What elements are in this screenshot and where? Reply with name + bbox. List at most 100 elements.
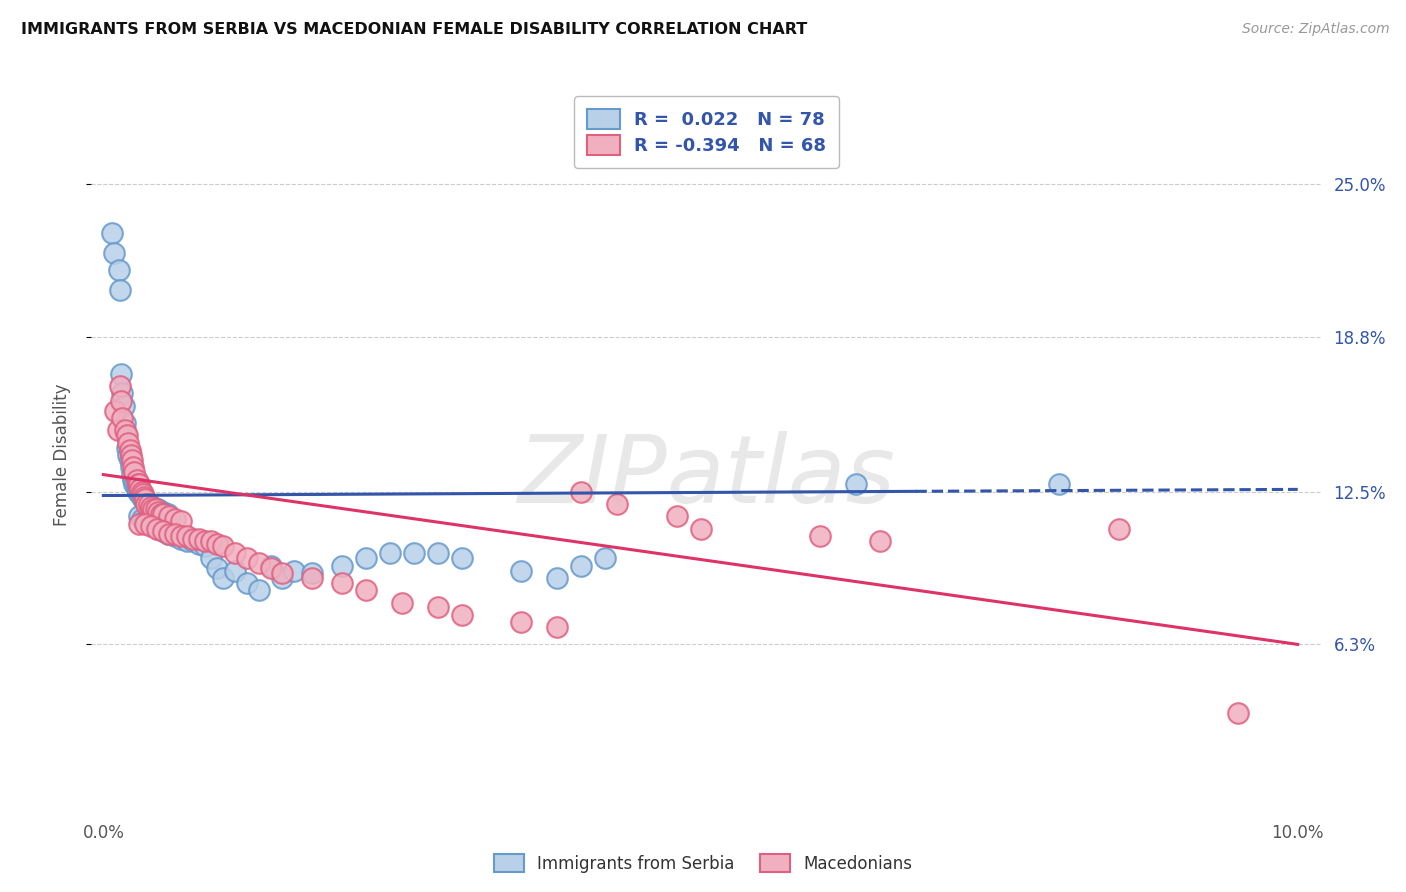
Point [157,509,180,524]
Point [148,502,170,516]
Point [118,453,141,467]
Point [103,246,125,260]
Text: Source: ZipAtlas.com: Source: ZipAtlas.com [1241,22,1389,37]
Point [122,460,145,475]
Point [142,502,165,516]
Point [200,534,222,549]
Point [426,600,449,615]
Point [211,539,233,553]
Point [170,514,193,528]
Point [149,507,172,521]
Text: ZIPatlas: ZIPatlas [517,431,896,522]
Point [124,477,146,491]
Legend: Immigrants from Serbia, Macedonians: Immigrants from Serbia, Macedonians [488,847,918,880]
Point [152,507,174,521]
Point [118,442,141,457]
Point [149,522,172,536]
Point [378,546,401,560]
Point [131,512,153,526]
Point [354,551,377,566]
Point [145,502,167,516]
Point [235,575,257,590]
Point [247,583,270,598]
Point [1047,477,1070,491]
Point [114,423,136,437]
Point [156,507,179,521]
Point [271,566,294,580]
Point [247,556,270,570]
Point [135,497,157,511]
Point [132,514,155,528]
Point [194,534,217,549]
Point [450,607,472,622]
Point [170,529,193,543]
Legend: R =  0.022   N = 78, R = -0.394   N = 68: R = 0.022 N = 78, R = -0.394 N = 68 [575,96,838,168]
Point [142,500,165,514]
Point [156,526,179,541]
Point [259,558,281,573]
Point [111,386,134,401]
Point [145,519,167,533]
Point [128,509,150,524]
Point [152,524,174,539]
Point [135,497,157,511]
Point [450,551,472,566]
Point [163,529,186,543]
Point [117,435,139,450]
Point [115,428,138,442]
Point [163,512,186,526]
Point [115,441,138,455]
Y-axis label: Female Disability: Female Disability [52,384,70,526]
Point [869,534,891,549]
Point [155,507,177,521]
Point [283,564,305,578]
Point [146,522,169,536]
Point [104,403,127,417]
Point [108,379,131,393]
Point [125,483,148,497]
Point [127,484,149,499]
Point [136,497,159,511]
Point [145,502,167,516]
Point [546,571,568,585]
Point [845,477,868,491]
Point [129,483,152,497]
Point [569,484,592,499]
Point [157,526,180,541]
Point [120,448,142,462]
Point [426,546,449,560]
Point [110,367,132,381]
Point [224,564,246,578]
Point [152,524,174,539]
Point [510,564,533,578]
Point [112,399,135,413]
Point [111,411,134,425]
Point [122,473,145,487]
Point [128,477,150,491]
Point [121,467,143,482]
Point [665,509,688,524]
Point [1108,522,1130,536]
Point [127,477,149,491]
Point [181,534,204,549]
Point [510,615,533,630]
Point [402,546,425,560]
Point [138,516,160,531]
Point [121,453,143,467]
Point [139,500,162,514]
Point [132,492,155,507]
Point [139,516,162,531]
Point [1227,706,1250,721]
Point [138,497,160,511]
Point [569,558,592,573]
Point [205,536,228,550]
Point [124,477,146,491]
Point [259,561,281,575]
Point [148,522,170,536]
Point [132,490,155,504]
Point [301,566,323,580]
Point [330,575,353,590]
Point [135,514,157,528]
Point [593,551,616,566]
Point [808,529,831,543]
